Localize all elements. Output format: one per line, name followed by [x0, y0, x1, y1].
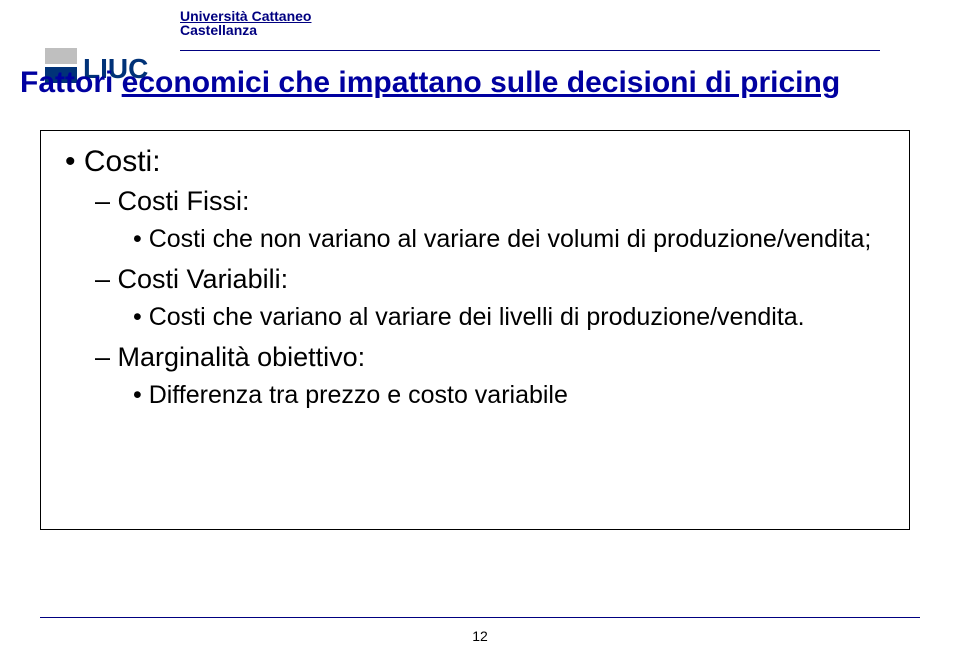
bullet-costi-fissi: Costi Fissi:	[95, 181, 889, 222]
university-header: Università Cattaneo Castellanza	[180, 8, 311, 38]
title-part2: economici che impattano sulle decisioni …	[122, 66, 840, 99]
bullet-costi: Costi:	[65, 143, 889, 181]
bullet-costi-variabili-detail: Costi che variano al variare dei livelli…	[133, 299, 889, 337]
bullet-costi-fissi-detail: Costi che non variano al variare dei vol…	[133, 221, 889, 259]
header-divider	[180, 50, 880, 51]
bullet-marginalita: Marginalità obiettivo:	[95, 337, 889, 378]
page-number: 12	[0, 628, 960, 644]
slide: Università Cattaneo Castellanza LIUC Fat…	[0, 0, 960, 658]
bullet-costi-variabili: Costi Variabili:	[95, 259, 889, 300]
content-box: Costi: Costi Fissi: Costi che non varian…	[40, 130, 910, 530]
university-location: Castellanza	[180, 22, 311, 38]
slide-title: Fattori economici che impattano sulle de…	[20, 66, 840, 100]
footer-divider	[40, 617, 920, 618]
title-part1: Fattori	[20, 66, 122, 99]
bullet-marginalita-detail: Differenza tra prezzo e costo variabile	[133, 377, 889, 415]
